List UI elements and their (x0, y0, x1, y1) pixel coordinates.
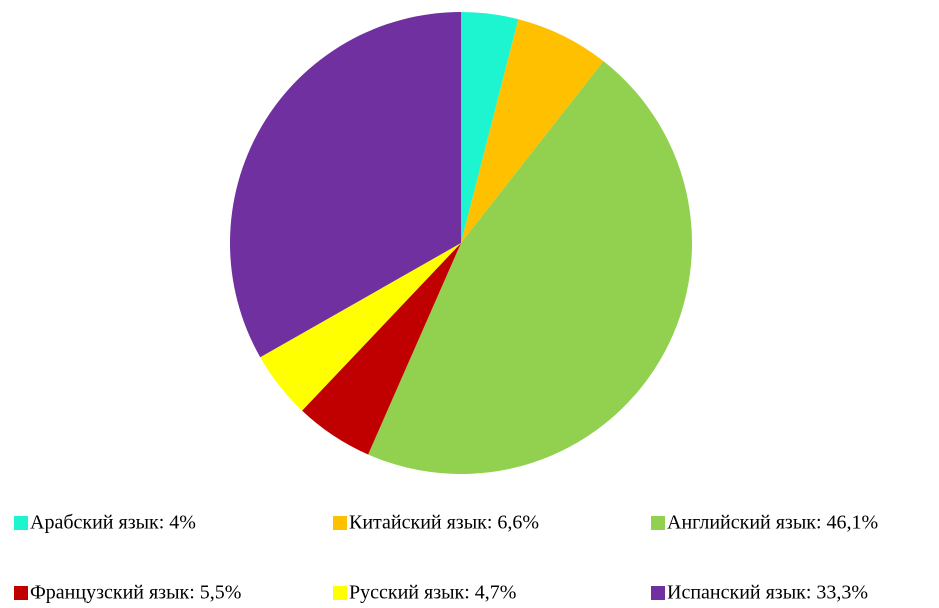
legend-label: Французский язык: 5,5% (30, 582, 241, 604)
legend-swatch (14, 586, 28, 600)
legend-swatch (333, 586, 347, 600)
pie-slice (302, 243, 461, 455)
legend-label: Английский язык: 46,1% (667, 512, 878, 534)
pie-slice (230, 12, 461, 358)
pie-slice (461, 19, 604, 243)
legend-swatch (651, 516, 665, 530)
legend-swatch (333, 516, 347, 530)
pie-slice (368, 61, 693, 475)
legend-swatch (651, 586, 665, 600)
pie-slice (461, 12, 519, 243)
legend-label: Русский язык: 4,7% (349, 582, 516, 604)
legend-label: Арабский язык: 4% (30, 512, 196, 534)
pie-slice (260, 243, 461, 411)
legend-label: Китайский язык: 6,6% (349, 512, 539, 534)
legend-label: Испанский язык: 33,3% (667, 582, 868, 604)
legend-swatch (14, 516, 28, 530)
